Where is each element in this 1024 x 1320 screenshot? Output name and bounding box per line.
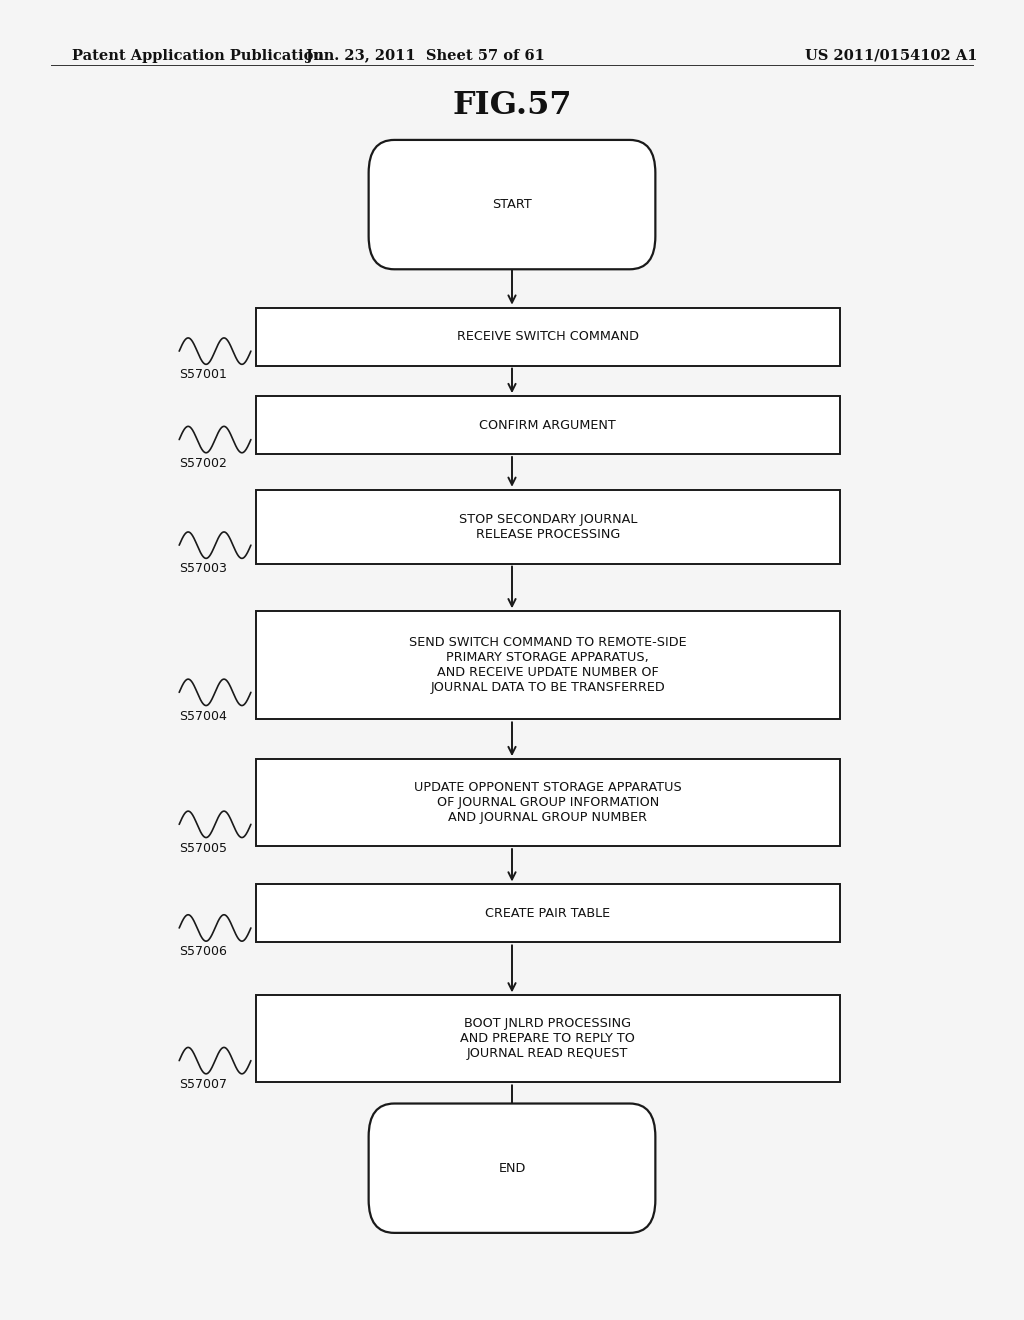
Text: S57006: S57006 [179,945,227,958]
FancyBboxPatch shape [369,1104,655,1233]
Bar [256,995,840,1082]
Text: FIG.57: FIG.57 [453,90,571,120]
Bar [256,490,840,564]
Bar [256,759,840,846]
Bar [256,611,840,719]
Text: BOOT JNLRD PROCESSING
AND PREPARE TO REPLY TO
JOURNAL READ REQUEST: BOOT JNLRD PROCESSING AND PREPARE TO REP… [461,1018,635,1060]
Text: S57007: S57007 [179,1077,227,1090]
FancyBboxPatch shape [369,140,655,269]
Text: UPDATE OPPONENT STORAGE APPARATUS
OF JOURNAL GROUP INFORMATION
AND JOURNAL GROUP: UPDATE OPPONENT STORAGE APPARATUS OF JOU… [414,781,682,824]
Text: US 2011/0154102 A1: US 2011/0154102 A1 [805,49,977,63]
Text: S57001: S57001 [179,368,227,381]
Text: CONFIRM ARGUMENT: CONFIRM ARGUMENT [479,418,616,432]
Text: START: START [493,198,531,211]
Text: S57004: S57004 [179,710,227,722]
Text: Patent Application Publication: Patent Application Publication [72,49,324,63]
Text: CREATE PAIR TABLE: CREATE PAIR TABLE [485,907,610,920]
Text: END: END [499,1162,525,1175]
Text: STOP SECONDARY JOURNAL
RELEASE PROCESSING: STOP SECONDARY JOURNAL RELEASE PROCESSIN… [459,512,637,541]
Bar [256,396,840,454]
Bar [256,884,840,942]
Text: Jun. 23, 2011  Sheet 57 of 61: Jun. 23, 2011 Sheet 57 of 61 [305,49,545,63]
Text: S57002: S57002 [179,457,227,470]
Text: SEND SWITCH COMMAND TO REMOTE-SIDE
PRIMARY STORAGE APPARATUS,
AND RECEIVE UPDATE: SEND SWITCH COMMAND TO REMOTE-SIDE PRIMA… [409,636,687,694]
Text: RECEIVE SWITCH COMMAND: RECEIVE SWITCH COMMAND [457,330,639,343]
Text: S57003: S57003 [179,562,227,576]
Text: S57005: S57005 [179,842,227,854]
Bar [256,308,840,366]
